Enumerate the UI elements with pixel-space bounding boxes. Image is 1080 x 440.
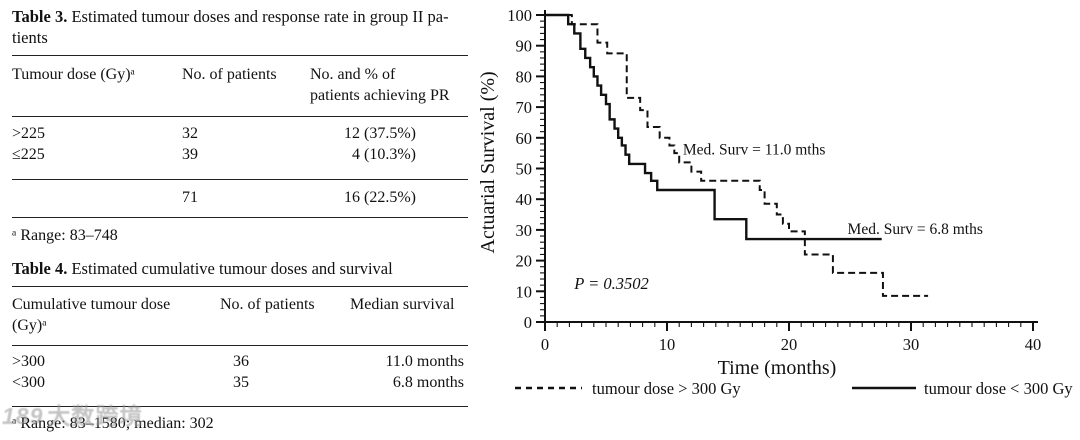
table3-rule-subtotal <box>12 179 468 180</box>
table4-row1-survival: 11.0 months <box>385 353 464 370</box>
table3-title-text: Estimated tumour doses and response rate… <box>12 7 449 47</box>
table3-row1-dose: >225 <box>12 125 46 142</box>
table4-title-label: Table 4. <box>12 259 68 278</box>
survival-chart-panel: 0 10 20 30 40 50 60 70 80 90 100 0 10 20 30 40 Time (mon… <box>470 0 1080 440</box>
table3-total-patients: 71 <box>182 189 198 206</box>
annotation: Med. Surv = 6.8 mths <box>848 221 983 238</box>
y-tick-label: 60 <box>516 129 533 148</box>
x-axis-title: Time (months) <box>718 357 837 379</box>
legend: tumour dose > 300 Gy tumour dose < 300 Gy <box>515 379 1073 398</box>
table3-body: >225 32 12 (37.5%) ≤225 39 4 (10.3%) <box>12 117 468 169</box>
table3-title-label: Table 3. <box>12 7 68 26</box>
y-tick-label: 50 <box>516 160 533 179</box>
x-tick-label: 30 <box>903 335 920 354</box>
x-tick-label: 20 <box>781 335 798 354</box>
table3-row1-patients: 32 <box>182 125 198 142</box>
table4-row2-patients: 35 <box>233 374 249 391</box>
table3-footnote: ᵃ Range: 83–748 <box>12 227 118 244</box>
y-tick-label: 30 <box>516 221 533 240</box>
x-tick-label: 0 <box>541 335 549 354</box>
table3-header-patients: No. of patients <box>182 66 277 83</box>
annotation: Med. Surv = 11.0 mths <box>683 142 826 159</box>
table3-row2-dose: ≤225 <box>12 146 45 163</box>
x-tick-label: 40 <box>1025 335 1042 354</box>
legend-label: tumour dose < 300 Gy <box>924 379 1073 398</box>
table3-row2-pr: 4 (10.3%) <box>352 146 416 163</box>
y-tick-label: 40 <box>516 190 533 209</box>
y-tick-label: 80 <box>516 67 533 86</box>
y-tick-label: 100 <box>507 6 532 25</box>
table4-title-text: Estimated cumulative tumour doses and su… <box>67 259 393 278</box>
table3-rule-header <box>12 116 468 117</box>
x-tick-label: 10 <box>659 335 676 354</box>
km-chart: 0 10 20 30 40 50 60 70 80 90 100 0 10 20 30 40 Time (mon… <box>477 6 1073 398</box>
table3-total-row: 71 16 (22.5%) <box>12 180 468 217</box>
table4-body: >300 36 11.0 months <300 35 6.8 months <box>12 346 468 399</box>
table3-row2-patients: 39 <box>182 146 198 163</box>
table4-title: Table 4. Estimated cumulative tumour dos… <box>12 258 468 279</box>
table3-rule-bottom <box>12 217 468 218</box>
table3-header-pr: No. and % of patients achieving PR <box>310 66 450 104</box>
table3-header-row: Tumour dose (Gy)ᵃ No. of patients No. an… <box>12 56 468 116</box>
y-tick-label: 20 <box>516 252 533 271</box>
table3-total-pr: 16 (22.5%) <box>344 189 416 206</box>
table4-row2-survival: 6.8 months <box>392 374 464 391</box>
annotation: P = 0.3502 <box>573 274 649 293</box>
table3-title: Table 3. Estimated tumour doses and resp… <box>12 6 468 48</box>
table4-row1-patients: 36 <box>233 353 249 370</box>
table3-row1-pr: 12 (37.5%) <box>344 125 416 142</box>
table4-row2-dose: <300 <box>12 374 46 391</box>
table4-rule-top <box>12 286 468 287</box>
table4-row1-dose: >300 <box>12 353 46 370</box>
y-tick-label: 0 <box>524 313 532 332</box>
table4-footnote: ᵃ Range: 83–1580; median: 302 <box>12 415 214 432</box>
table4-header-patients: No. of patients <box>220 296 315 313</box>
survival-curve-solid <box>545 13 882 241</box>
table3-header-dose: Tumour dose (Gy)ᵃ <box>12 66 135 83</box>
y-tick-label: 70 <box>516 98 533 117</box>
axes <box>536 10 1038 331</box>
y-tick-label: 10 <box>516 282 533 301</box>
table4-header-row: Cumulative tumour dose (Gy)ᵃ No. of pati… <box>12 287 468 345</box>
table4-rule-header <box>12 345 468 346</box>
legend-label: tumour dose > 300 Gy <box>592 379 741 398</box>
tables-panel: Table 3. Estimated tumour doses and resp… <box>12 6 468 434</box>
table4-header-survival: Median survival <box>350 296 455 313</box>
survival-curve-dashed <box>545 14 929 297</box>
table3-total-dose <box>12 187 182 208</box>
y-axis-title: Actuarial Survival (%) <box>477 71 499 253</box>
table4-header-dose: Cumulative tumour dose (Gy)ᵃ <box>12 296 171 334</box>
table4-rule-bottom <box>12 406 468 407</box>
y-tick-label: 90 <box>516 37 533 56</box>
table3-rule-top <box>12 55 468 56</box>
